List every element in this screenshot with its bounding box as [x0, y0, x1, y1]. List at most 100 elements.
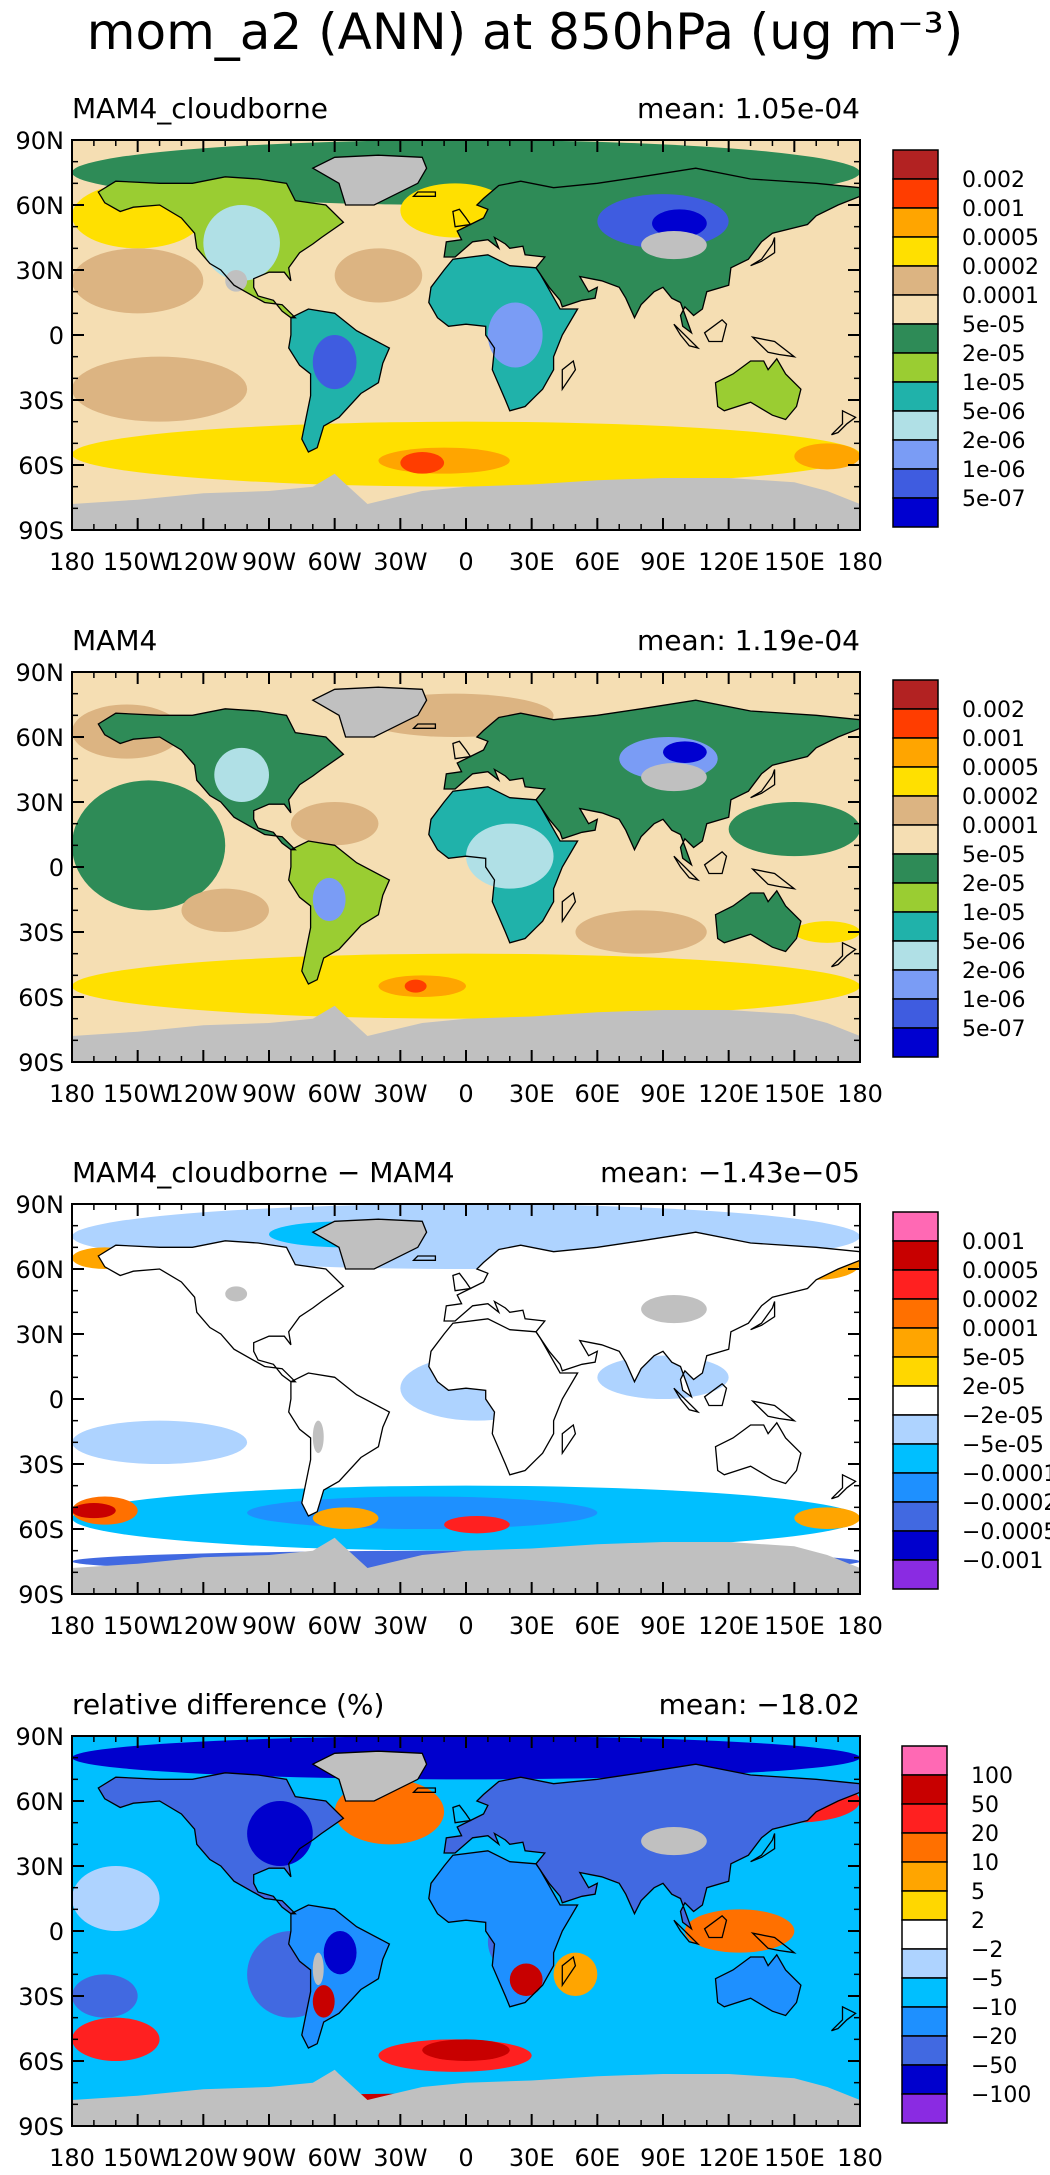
- x-tick-label: 60W: [308, 1080, 362, 1108]
- coastline: [288, 308, 391, 453]
- colorbar-label: 0.001: [962, 197, 1025, 222]
- field-contour: [466, 823, 554, 889]
- colorbar-label: 0.002: [962, 168, 1025, 193]
- colorbar-box: [892, 766, 939, 797]
- colorbar-box: [892, 1240, 939, 1271]
- field-contour: [72, 1866, 160, 1931]
- coastline: [673, 1387, 701, 1414]
- y-tick-label: 0: [49, 1386, 64, 1414]
- colorbar-box: [892, 1327, 939, 1358]
- colorbar-label: −0.0002: [962, 1491, 1050, 1516]
- y-tick-label: 60N: [16, 192, 65, 220]
- land-contour: [288, 1373, 390, 1516]
- field-contour: [652, 209, 707, 238]
- coastline: [443, 1763, 860, 1931]
- colorbar-label: −100: [971, 2083, 1031, 2108]
- coastline: [831, 941, 857, 968]
- coastline: [311, 686, 428, 738]
- y-tick-label: 60S: [18, 2048, 64, 2076]
- colorbar-label: 2: [971, 1909, 985, 1934]
- colorbar-label: 1e-06: [962, 988, 1025, 1013]
- y-tick-label: 60S: [18, 452, 64, 480]
- coastline: [561, 1423, 577, 1456]
- coastline: [673, 323, 701, 350]
- y-tick-label: 90N: [16, 1723, 65, 1751]
- coastline: [750, 1400, 797, 1422]
- field-contour: [404, 979, 427, 993]
- field-contour: [728, 802, 860, 857]
- missing-data: [225, 1286, 248, 1302]
- colorbar-label: 5e-06: [962, 930, 1025, 955]
- coastline: [428, 786, 579, 944]
- field-contour: [72, 356, 248, 422]
- colorbar-box: [892, 236, 939, 267]
- coastline: [443, 699, 860, 867]
- coastline: [452, 740, 472, 760]
- x-tick-label: 150W: [103, 1080, 173, 1108]
- field-contour: [794, 1507, 860, 1529]
- coastline: [411, 1787, 437, 1793]
- colorbar-label: 1e-05: [962, 901, 1025, 926]
- coastline: [831, 1473, 857, 1500]
- coastline: [97, 1772, 345, 1915]
- panel-title: MAM4: [72, 624, 157, 657]
- y-tick-label: 30S: [18, 387, 64, 415]
- colorbar-label: 0.0005: [962, 756, 1039, 781]
- missing-data: [225, 270, 248, 292]
- colorbar-box: [901, 2006, 948, 2037]
- colorbar-label: −0.0005: [962, 1520, 1050, 1545]
- colorbar-label: 0.001: [962, 727, 1025, 752]
- land-contour: [428, 1850, 578, 2007]
- y-tick-label: 90S: [18, 1581, 64, 1609]
- colorbar-label: 0.0001: [962, 1317, 1039, 1342]
- colorbar-label: 2e-06: [962, 429, 1025, 454]
- panel-mean: mean: −1.43e−05: [600, 1156, 860, 1189]
- panel-mean: mean: −18.02: [659, 1688, 860, 1721]
- colorbar-box: [892, 497, 939, 528]
- colorbar-box: [901, 1832, 948, 1863]
- y-tick-label: 90N: [16, 127, 65, 155]
- coastline: [750, 336, 797, 358]
- colorbar-label: 0.0002: [962, 785, 1039, 810]
- y-tick-label: 60N: [16, 724, 65, 752]
- colorbar-label: −0.0001: [962, 1462, 1050, 1487]
- field-contour: [509, 1963, 543, 1996]
- field-contour: [323, 1931, 357, 1975]
- y-tick-label: 0: [49, 1918, 64, 1946]
- field-contour: [72, 1420, 248, 1465]
- field-contour: [684, 1909, 795, 1953]
- missing-data: [312, 1952, 324, 1986]
- y-tick-label: 30N: [16, 789, 65, 817]
- map-field: [72, 1736, 860, 2126]
- x-tick-label: 30W: [373, 2144, 427, 2172]
- field-contour: [247, 1496, 598, 1529]
- missing-data: [641, 763, 707, 792]
- y-tick-label: 90S: [18, 517, 64, 545]
- coastline: [452, 1272, 472, 1292]
- colorbar-box: [892, 468, 939, 499]
- colorbar-label: 0.002: [962, 698, 1025, 723]
- x-tick-label: 180: [837, 548, 883, 576]
- colorbar-label: 2e-05: [962, 1375, 1025, 1400]
- x-tick-label: 0: [458, 548, 473, 576]
- coastline: [311, 1218, 428, 1270]
- colorbar-box: [901, 1977, 948, 2008]
- colorbar-box: [901, 2093, 948, 2124]
- colorbar-box: [892, 352, 939, 383]
- missing-data: [72, 1537, 860, 1594]
- colorbar-label: 1e-05: [962, 371, 1025, 396]
- field-contour: [72, 248, 204, 314]
- x-tick-label: 90W: [242, 2144, 296, 2172]
- x-tick-label: 180: [837, 1080, 883, 1108]
- x-tick-label: 150W: [103, 1612, 173, 1640]
- colorbar-label: 100: [971, 1764, 1013, 1789]
- colorbar-label: 0.0002: [962, 1288, 1039, 1313]
- colorbar: 0.001 0.0005 0.0002 0.0001 5e-05 2e-05 −2e-05 −…: [892, 1211, 1050, 1590]
- missing-data: [312, 1420, 324, 1454]
- x-tick-label: 150E: [764, 1080, 825, 1108]
- coastline: [311, 154, 428, 206]
- x-tick-label: 180: [49, 548, 95, 576]
- colorbar: 0.002 0.001 0.0005 0.0002 0.0001 5e-05 2e-05 1e…: [892, 679, 1039, 1058]
- panel-title: MAM4_cloudborne − MAM4: [72, 1156, 455, 1189]
- x-tick-label: 120W: [169, 1612, 239, 1640]
